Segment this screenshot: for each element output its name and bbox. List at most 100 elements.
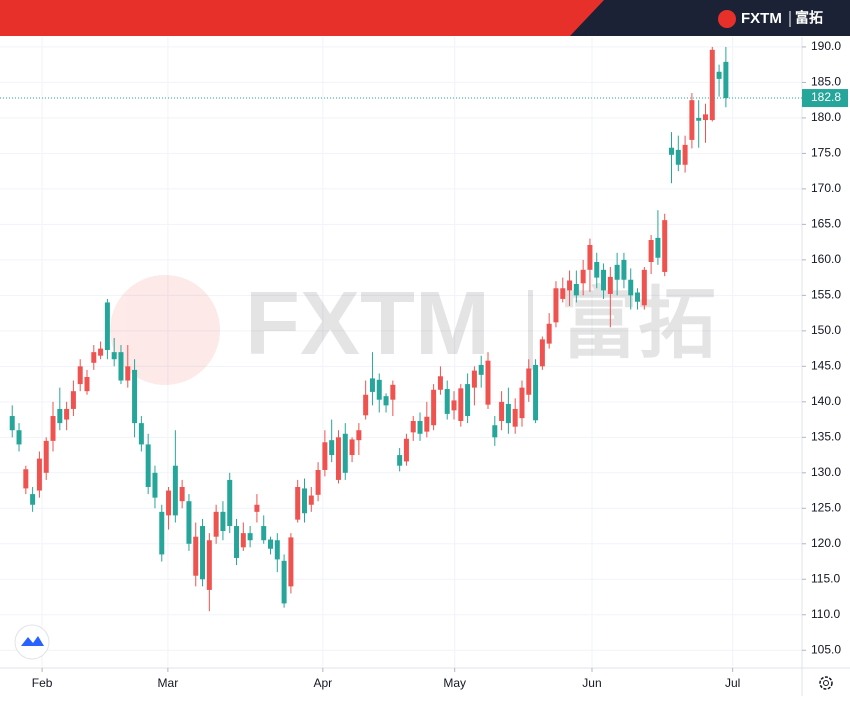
candle-body [30,494,36,505]
candle-body [335,437,341,480]
candle-body [84,376,90,392]
candle-body [349,439,355,456]
y-tick-label: 130.0 [811,465,841,479]
header-logo: FXTM 富拓 [718,10,823,28]
candle-body [628,279,634,296]
candle-body [567,280,573,291]
y-tick-label: 170.0 [811,181,841,195]
candle-body [342,433,348,473]
candle-body [519,387,525,419]
candle-body [274,540,280,560]
candle-body [431,389,437,426]
candle-body [682,144,688,165]
candle-body [268,539,274,549]
watermark-icon [110,275,220,385]
candle-body [91,352,97,363]
candle-body [662,220,668,272]
last-price-badge [802,89,848,108]
candle-body [546,323,552,344]
candle-body [614,264,620,280]
candle-body [492,425,498,438]
candle-body [206,540,212,590]
x-tick-label: Mar [158,676,179,690]
brand-cn: 富拓 [795,10,823,26]
candle-body [458,388,464,421]
candle-body [186,501,192,544]
watermark-divider [528,290,533,370]
candle-body [424,416,430,432]
candle-body [512,408,518,427]
candle-body [111,352,117,360]
settings-button[interactable] [819,676,833,690]
candle-body [301,488,307,514]
candle-body [655,237,661,258]
candle-body [145,444,151,488]
candle-body [417,420,423,434]
candle-body [9,416,15,431]
x-tick-label: Jul [725,676,740,690]
candle-body [410,420,416,433]
candle-body [621,259,627,280]
x-tick-label: Apr [313,676,332,690]
candle-body [485,360,491,405]
y-tick-label: 145.0 [811,359,841,373]
candle-body [689,100,695,140]
candle-body [166,490,172,516]
logo-button[interactable] [14,624,50,660]
candle-body [308,495,314,505]
candle-body [193,536,199,576]
candle-body [635,292,641,302]
candle-body [159,511,165,555]
y-tick-label: 165.0 [811,217,841,231]
candle-body [383,396,389,406]
watermark: FXTM 富拓 [110,274,716,385]
y-tick-label: 175.0 [811,146,841,160]
y-tick-label: 160.0 [811,252,841,266]
candle-body [675,149,681,165]
candle-body [16,430,22,445]
candle-body [709,49,715,121]
candle-body [152,472,158,498]
x-tick-label: Feb [32,676,53,690]
y-tick-label: 105.0 [811,642,841,656]
candle-body [444,389,450,414]
candle-body [213,511,219,537]
candle-body [437,376,443,390]
candle-body [172,465,178,516]
y-tick-label: 115.0 [811,571,840,585]
candle-body [118,352,124,381]
candle-body [247,533,253,541]
y-tick-label: 135.0 [811,429,841,443]
candle-body [227,479,233,527]
candle-body [295,487,301,520]
y-tick-label: 125.0 [811,500,841,514]
candle-body [64,408,70,420]
candle-body [57,408,63,424]
candle-body [723,61,729,99]
candle-body [465,384,471,417]
candle-body [138,423,144,445]
candle-body [573,284,579,296]
y-tick-label: 140.0 [811,394,841,408]
y-tick-label: 185.0 [811,75,841,89]
candle-body [716,71,722,79]
candle-body [43,440,49,473]
candle-body [261,526,267,541]
candle-body [587,244,593,270]
y-tick-label: 155.0 [811,288,841,302]
candle-body [322,442,328,470]
candle-body [553,288,559,323]
candle-body [641,269,647,306]
axes: 105.0 110.0 115.0 120.0 125.0 130.0 135.0 140.0… [0,39,848,690]
settings-icon-center [823,680,829,686]
candle-body [281,560,287,604]
candle-body [376,379,382,400]
brand: FXTM [741,10,782,27]
candle-body [526,368,532,395]
y-tick-label: 110.0 [811,607,840,621]
settings-icon[interactable] [819,676,833,690]
x-tick-label: May [443,676,466,690]
candle-body [607,276,613,294]
candle-body [240,533,246,548]
